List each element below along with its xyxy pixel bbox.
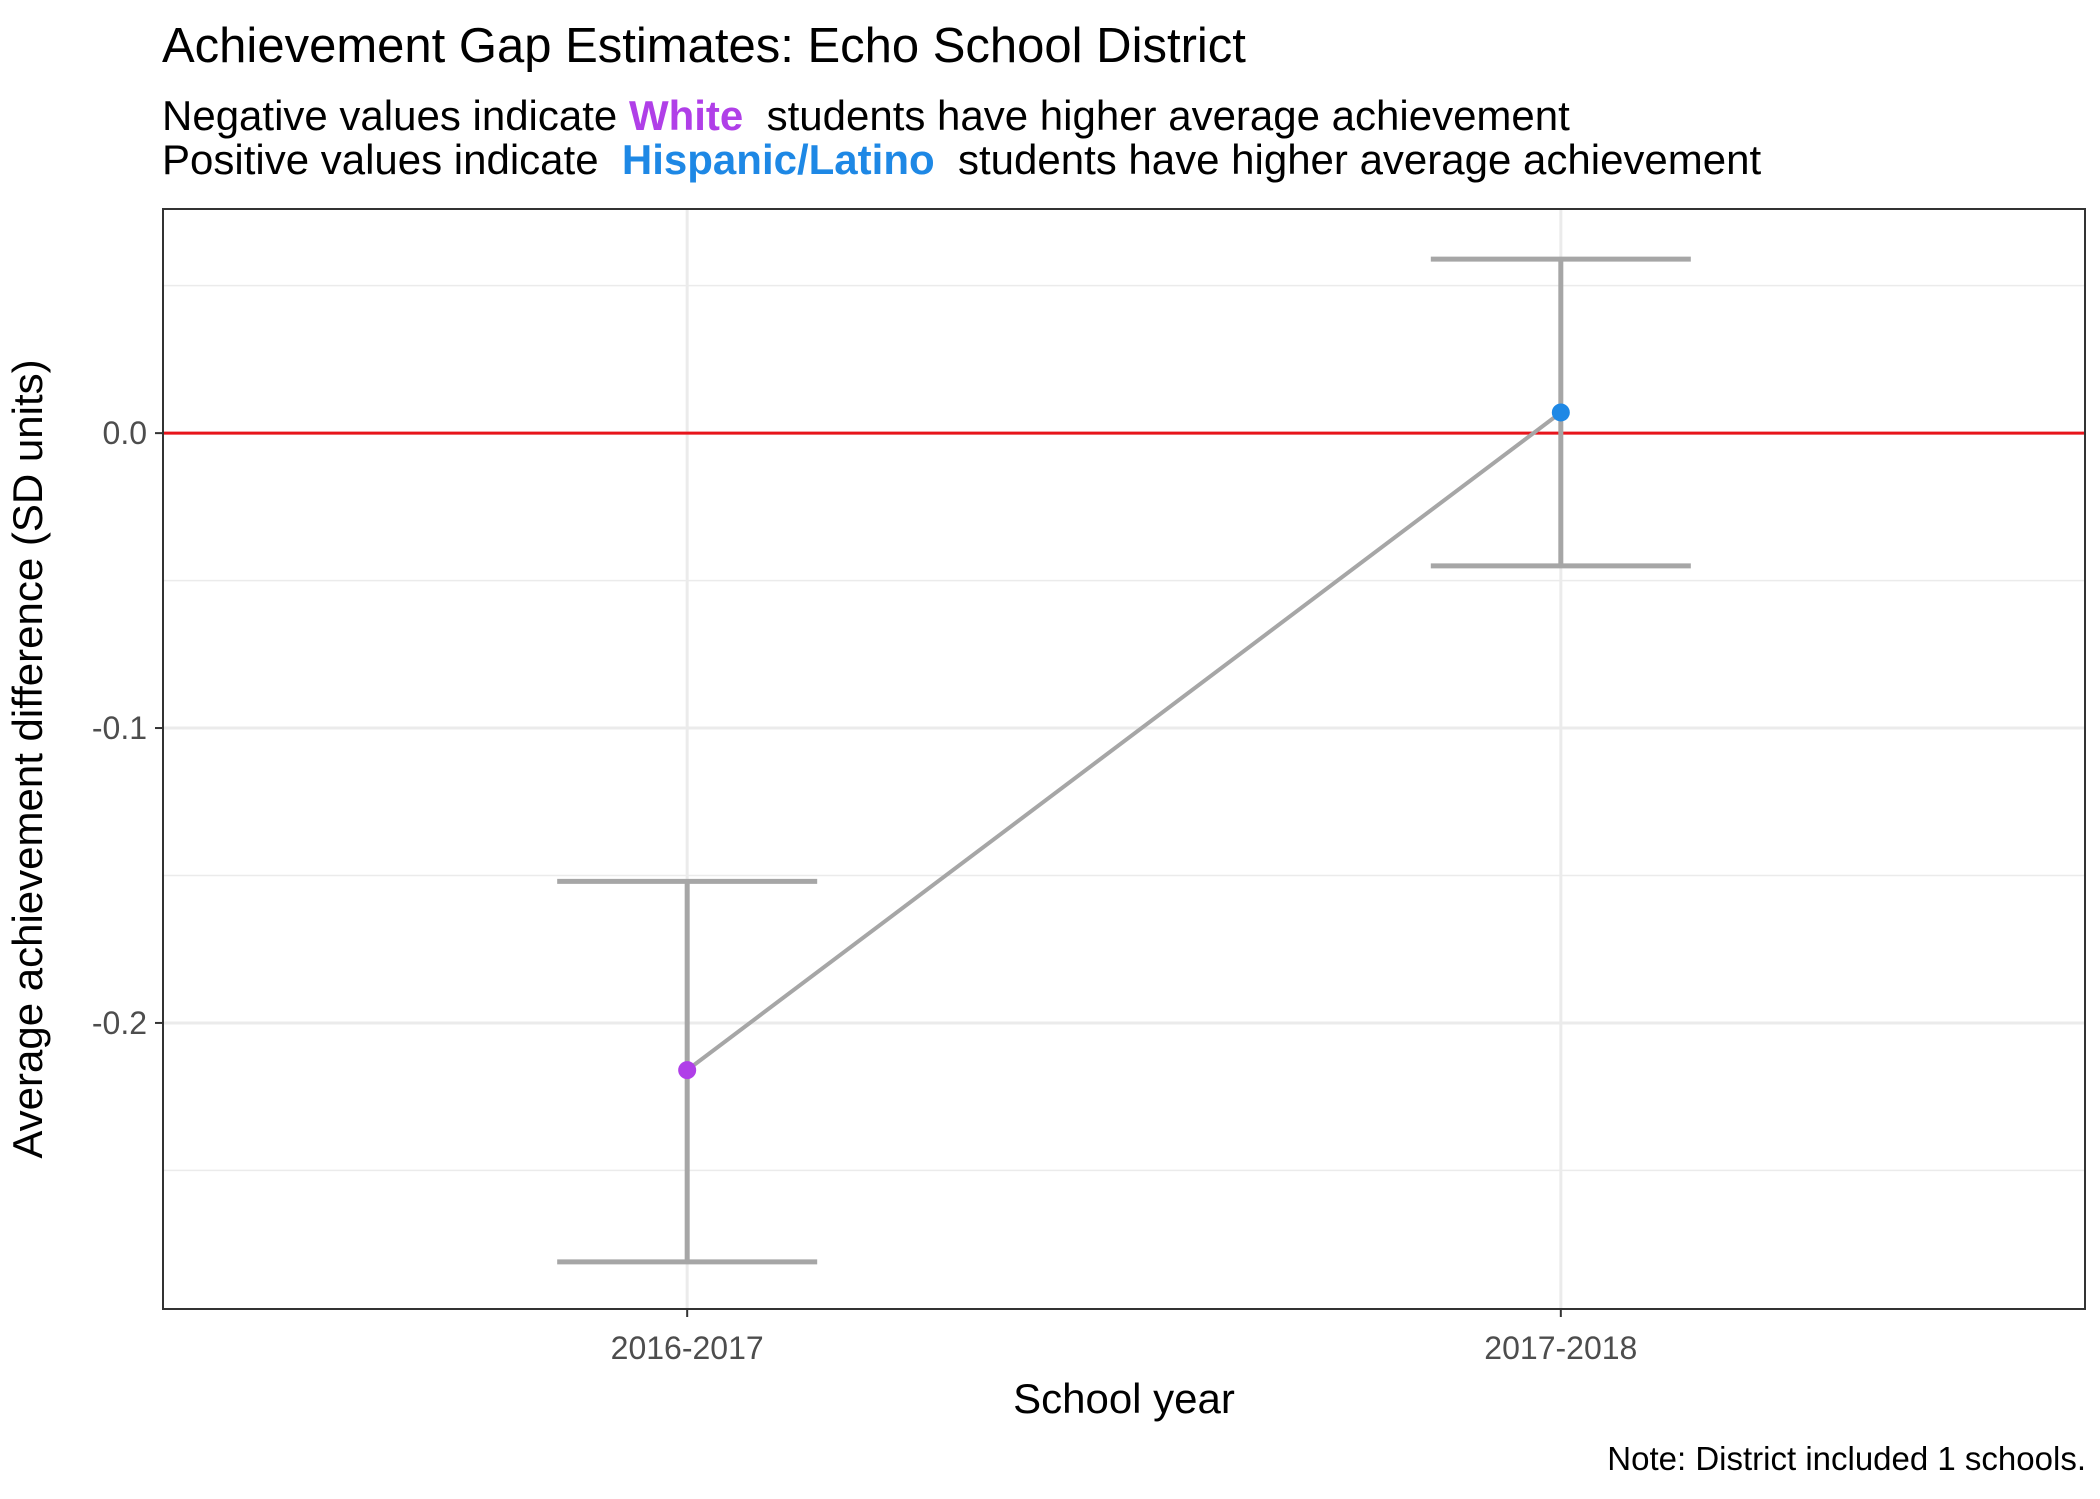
data-point-2016-2017 xyxy=(678,1061,697,1080)
y-tick-label: -0.1 xyxy=(92,710,147,746)
y-axis-ticks: 0.0 -0.1 -0.2 xyxy=(92,415,163,1041)
subtitle-2-prefix: Positive values indicate xyxy=(162,136,599,183)
x-axis-label: School year xyxy=(1013,1375,1235,1422)
grid-lines xyxy=(163,209,2085,1309)
y-tick-label: 0.0 xyxy=(103,415,147,451)
subtitle-line-1: Negative values indicate White students … xyxy=(162,93,1570,139)
plot-panel-border xyxy=(162,208,2086,1310)
chart-title: Achievement Gap Estimates: Echo School D… xyxy=(162,19,1246,73)
data-point-2017-2018 xyxy=(1551,403,1570,422)
y-axis-label: Average achievement difference (SD units… xyxy=(4,359,51,1158)
subtitle-1-prefix: Negative values indicate xyxy=(162,92,618,139)
x-axis-ticks: 2016-2017 2017-2018 xyxy=(611,1309,1637,1366)
footnote: Note: District included 1 schools. xyxy=(1607,1440,2086,1477)
subtitle-2-group-hispanic: Hispanic/Latino xyxy=(621,136,935,183)
subtitle-line-2: Positive values indicate Hispanic/Latino… xyxy=(162,137,1761,183)
y-tick-label: -0.2 xyxy=(92,1005,147,1041)
subtitle-1-group-white: White xyxy=(628,92,744,139)
series-group xyxy=(557,256,1691,1265)
subtitle-1-suffix: students have higher average achievement xyxy=(766,92,1570,139)
x-tick-label: 2017-2018 xyxy=(1484,1330,1637,1366)
x-tick-label: 2016-2017 xyxy=(611,1330,764,1366)
series-line xyxy=(685,410,1563,1072)
subtitle-2-suffix: students have higher average achievement xyxy=(957,136,1762,183)
